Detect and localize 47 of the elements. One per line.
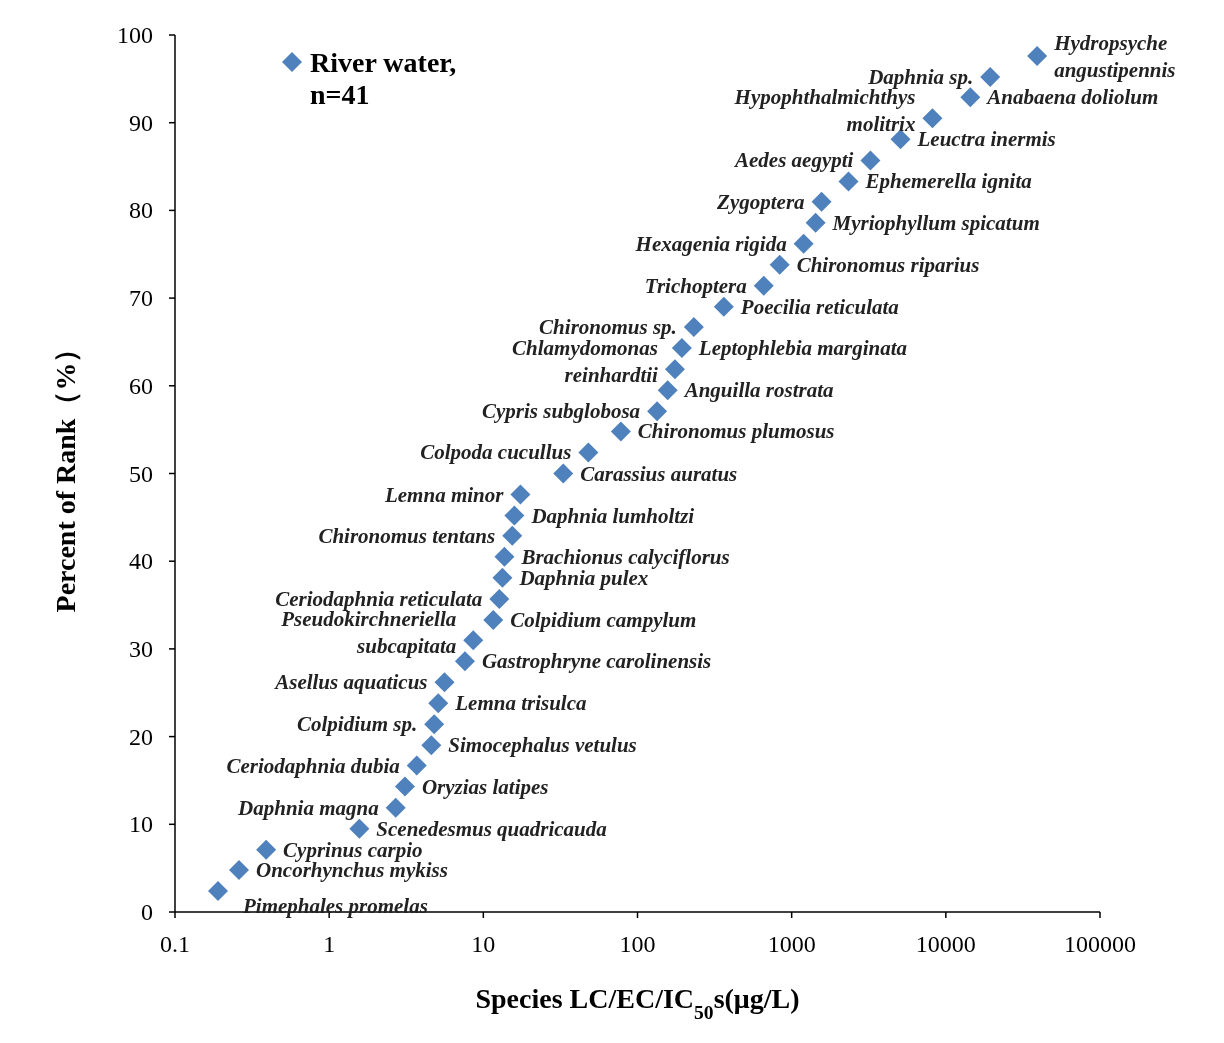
- annotation: Myriophyllum spicatum: [831, 210, 1040, 235]
- annotation: Hexagenia rigida: [634, 231, 787, 256]
- x-tick-label: 0.1: [160, 931, 190, 957]
- annotation: Leptophlebia marginata: [697, 336, 908, 361]
- annotation: Hydropsyche angustipennis: [1053, 30, 1176, 82]
- y-tick-label: 70: [129, 285, 153, 312]
- y-tick-label: 10: [129, 811, 153, 838]
- annotation: Colpidium campylum: [510, 607, 697, 632]
- y-tick-label: 50: [129, 460, 153, 487]
- annotation: Lemna trisulca: [454, 691, 587, 716]
- annotation: Zygoptera: [716, 189, 805, 214]
- annotation: Anabaena doliolum: [985, 85, 1159, 110]
- x-tick-label: 1: [323, 931, 336, 957]
- annotation: Anguilla rostrata: [682, 378, 834, 403]
- x-tick-label: 10000: [915, 931, 976, 957]
- annotation: Oryzias latipes: [421, 774, 549, 799]
- annotation: Chironomus tentans: [318, 523, 496, 548]
- annotation: Daphnia magna: [237, 795, 379, 820]
- annotation: Colpoda cucullus: [420, 440, 572, 465]
- y-tick-label: 60: [129, 372, 153, 399]
- annotation: Daphnia lumholtzi: [530, 503, 695, 528]
- annotation: Carassius auratus: [580, 461, 738, 486]
- y-tick-label: 30: [129, 635, 153, 662]
- annotation: Ephemerella ignita: [864, 169, 1032, 194]
- annotation: Asellus aquaticus: [273, 670, 428, 695]
- legend: River water, n=41: [282, 47, 457, 110]
- x-axis-title: Species LC/EC/IC$_{50}$s(μg/L): [475, 983, 800, 1023]
- annotation: Chironomus riparius: [796, 252, 980, 277]
- x-tick-label: 1000: [767, 931, 816, 957]
- annotation: Aedes aegypti: [733, 148, 854, 173]
- y-tick-label: 80: [129, 197, 153, 224]
- y-tick-label: 20: [129, 723, 153, 750]
- x-tick-label: 100: [619, 931, 656, 957]
- annotation: Ceriodaphnia dubia: [226, 753, 400, 778]
- y-axis-title: Percent of Rank（%）: [50, 334, 81, 613]
- y-tick-label: 0: [141, 899, 153, 925]
- annotation: Leuctra inermis: [916, 127, 1056, 152]
- x-tick-label: 100000: [1064, 931, 1136, 957]
- annotation: Colpidium sp.: [296, 712, 418, 737]
- annotation: Lemna minor: [383, 482, 505, 507]
- annotation: Gastrophryne carolinensis: [481, 649, 712, 674]
- x-tick-label: 10: [471, 931, 496, 957]
- y-tick-label: 90: [129, 109, 153, 136]
- legend-label: River water, n=41: [310, 47, 457, 110]
- y-tick-label: 100: [117, 22, 153, 48]
- annotation: Simocephalus vetulus: [448, 733, 637, 758]
- y-tick-label: 40: [129, 548, 153, 575]
